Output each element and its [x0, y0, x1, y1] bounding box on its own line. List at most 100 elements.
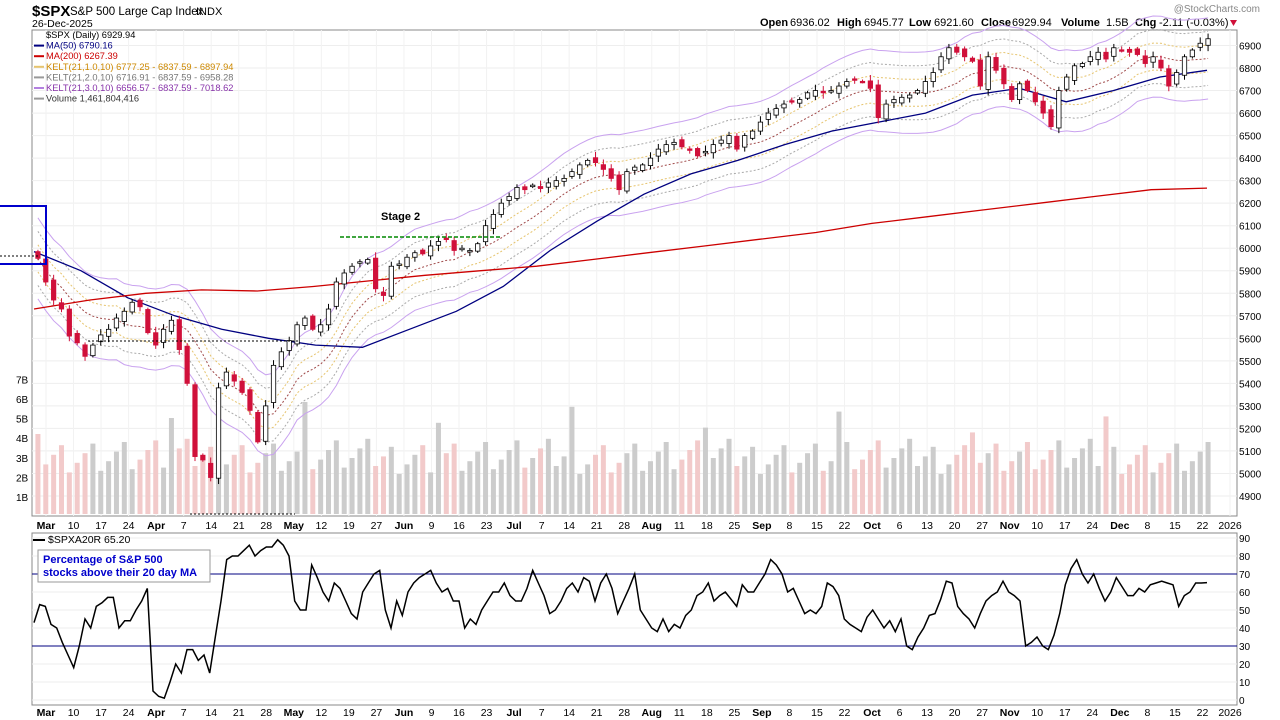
- candle-body: [569, 171, 575, 177]
- date-tick-label-lower: Nov: [1000, 707, 1020, 719]
- kelt1-upper: [37, 42, 1209, 403]
- volume-bar: [608, 472, 614, 514]
- candle-body: [765, 112, 771, 120]
- volume-bar: [962, 445, 968, 514]
- volume-bar: [1087, 438, 1093, 514]
- price-tick-label: 5900: [1239, 267, 1262, 278]
- candle-body: [1103, 51, 1109, 60]
- volume-bar: [459, 470, 465, 514]
- candle-body: [852, 78, 858, 81]
- volume-bar: [239, 445, 245, 514]
- volume-bar: [985, 453, 991, 514]
- date-tick-label: Mar: [37, 520, 56, 532]
- volume-bar: [640, 470, 646, 514]
- kelt3-upper: [37, 15, 1209, 376]
- date-tick-label-lower: 14: [563, 707, 575, 719]
- volume-bar: [490, 469, 496, 514]
- volume-bar: [1205, 442, 1211, 514]
- volume-bar: [687, 450, 693, 514]
- candle-body: [969, 57, 976, 62]
- date-tick-label-lower: 27: [976, 707, 988, 719]
- candle-body: [1197, 42, 1203, 48]
- volume-bar: [828, 461, 834, 514]
- volume-bar: [757, 474, 763, 514]
- candle-body: [168, 319, 175, 332]
- candle-body: [600, 164, 606, 170]
- volume-bar: [231, 454, 237, 514]
- date-tick-label-lower: 23: [481, 707, 493, 719]
- volume-value: 1.5B: [1106, 17, 1129, 29]
- date-tick-label: 2026: [1218, 520, 1242, 532]
- ma200-line: [33, 187, 1208, 310]
- candle-body: [1181, 56, 1188, 76]
- volume-bar: [593, 454, 599, 514]
- volume-bar: [860, 459, 866, 514]
- volume-bar: [538, 448, 544, 514]
- candle-body: [954, 46, 960, 53]
- volume-bar: [789, 472, 795, 514]
- date-tick-label: 11: [674, 520, 685, 532]
- volume-bar: [1017, 451, 1023, 514]
- candle-body: [1001, 67, 1007, 85]
- volume-bar: [483, 442, 489, 514]
- date-tick-label: 24: [1086, 520, 1098, 532]
- volume-bar: [341, 467, 347, 514]
- candle-body: [1166, 68, 1172, 87]
- date-tick-label: Nov: [1000, 520, 1020, 532]
- date-tick-label-lower: 14: [205, 707, 217, 719]
- candle-body: [553, 180, 559, 187]
- volume-bar: [161, 467, 167, 514]
- legend-entry: $SPX (Daily) 6929.94: [46, 30, 135, 40]
- date-tick-label: 19: [343, 520, 355, 532]
- candle-body: [294, 324, 300, 345]
- high-value: 6945.77: [864, 17, 904, 29]
- candle-body: [1189, 49, 1195, 58]
- volume-bar: [1166, 453, 1172, 514]
- price-tick-label: 4900: [1239, 492, 1262, 503]
- candle-body: [561, 178, 567, 182]
- volume-bar: [263, 453, 269, 514]
- date-tick-label-lower: 19: [343, 707, 355, 719]
- candle-body: [616, 174, 622, 191]
- volume-bar: [514, 440, 520, 514]
- candle-body: [310, 315, 316, 330]
- candle-body: [899, 96, 905, 104]
- volume-bar: [836, 411, 842, 514]
- price-tick-label: 6800: [1239, 64, 1262, 75]
- date-tick-label: 28: [618, 520, 630, 532]
- candle-body: [341, 272, 347, 285]
- candle-body: [844, 81, 850, 87]
- volume-bar: [891, 458, 897, 514]
- low-value: 6921.60: [934, 17, 974, 29]
- volume-tick-label: 2B: [16, 473, 29, 484]
- volume-tick-label: 5B: [16, 415, 29, 426]
- candle-body: [647, 157, 654, 166]
- candle-body: [247, 389, 253, 411]
- volume-bar: [1142, 445, 1148, 514]
- candle-body: [907, 94, 913, 99]
- date-tick-label-lower: 28: [260, 707, 272, 719]
- candle-body: [797, 99, 803, 104]
- volume-bar: [428, 472, 434, 514]
- legend-entry: KELT(21,1.0,10) 6777.25 - 6837.59 - 6897…: [46, 62, 233, 72]
- candle-body: [946, 47, 952, 60]
- candle-body: [859, 80, 866, 84]
- breadth-note-line2: stocks above their 20 day MA: [43, 567, 197, 579]
- price-tick-label: 6500: [1239, 132, 1262, 143]
- candle-body: [51, 279, 57, 301]
- candle-body: [632, 166, 638, 171]
- volume-bar: [600, 445, 606, 514]
- volume-bar: [98, 470, 104, 514]
- volume-bar: [624, 453, 630, 514]
- volume-tick-label: 1B: [16, 493, 29, 504]
- candle-body: [365, 259, 371, 264]
- date-tick-label: Apr: [147, 520, 165, 532]
- candle-body: [749, 130, 756, 139]
- volume-bar: [58, 445, 64, 514]
- kelt1-lower: [37, 69, 1209, 430]
- volume-bar: [1009, 461, 1015, 514]
- volume-bar: [1119, 474, 1125, 514]
- candle-body: [1119, 49, 1125, 52]
- volume-bar: [773, 454, 779, 514]
- candle-body: [106, 328, 112, 337]
